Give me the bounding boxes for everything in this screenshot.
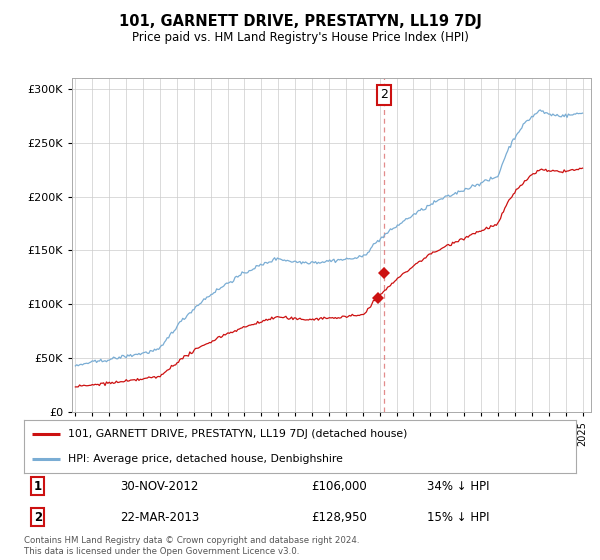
Text: HPI: Average price, detached house, Denbighshire: HPI: Average price, detached house, Denb… [68,454,343,464]
Text: £106,000: £106,000 [311,480,367,493]
Text: 1: 1 [34,480,42,493]
Text: 101, GARNETT DRIVE, PRESTATYN, LL19 7DJ: 101, GARNETT DRIVE, PRESTATYN, LL19 7DJ [119,14,481,29]
Text: 34% ↓ HPI: 34% ↓ HPI [427,480,490,493]
Text: 15% ↓ HPI: 15% ↓ HPI [427,511,490,524]
Text: 30-NOV-2012: 30-NOV-2012 [121,480,199,493]
Text: 2: 2 [380,88,388,101]
Text: Contains HM Land Registry data © Crown copyright and database right 2024.
This d: Contains HM Land Registry data © Crown c… [24,536,359,556]
Text: £128,950: £128,950 [311,511,367,524]
Text: 101, GARNETT DRIVE, PRESTATYN, LL19 7DJ (detached house): 101, GARNETT DRIVE, PRESTATYN, LL19 7DJ … [68,430,407,440]
Text: 22-MAR-2013: 22-MAR-2013 [121,511,200,524]
Text: 2: 2 [34,511,42,524]
Text: Price paid vs. HM Land Registry's House Price Index (HPI): Price paid vs. HM Land Registry's House … [131,31,469,44]
